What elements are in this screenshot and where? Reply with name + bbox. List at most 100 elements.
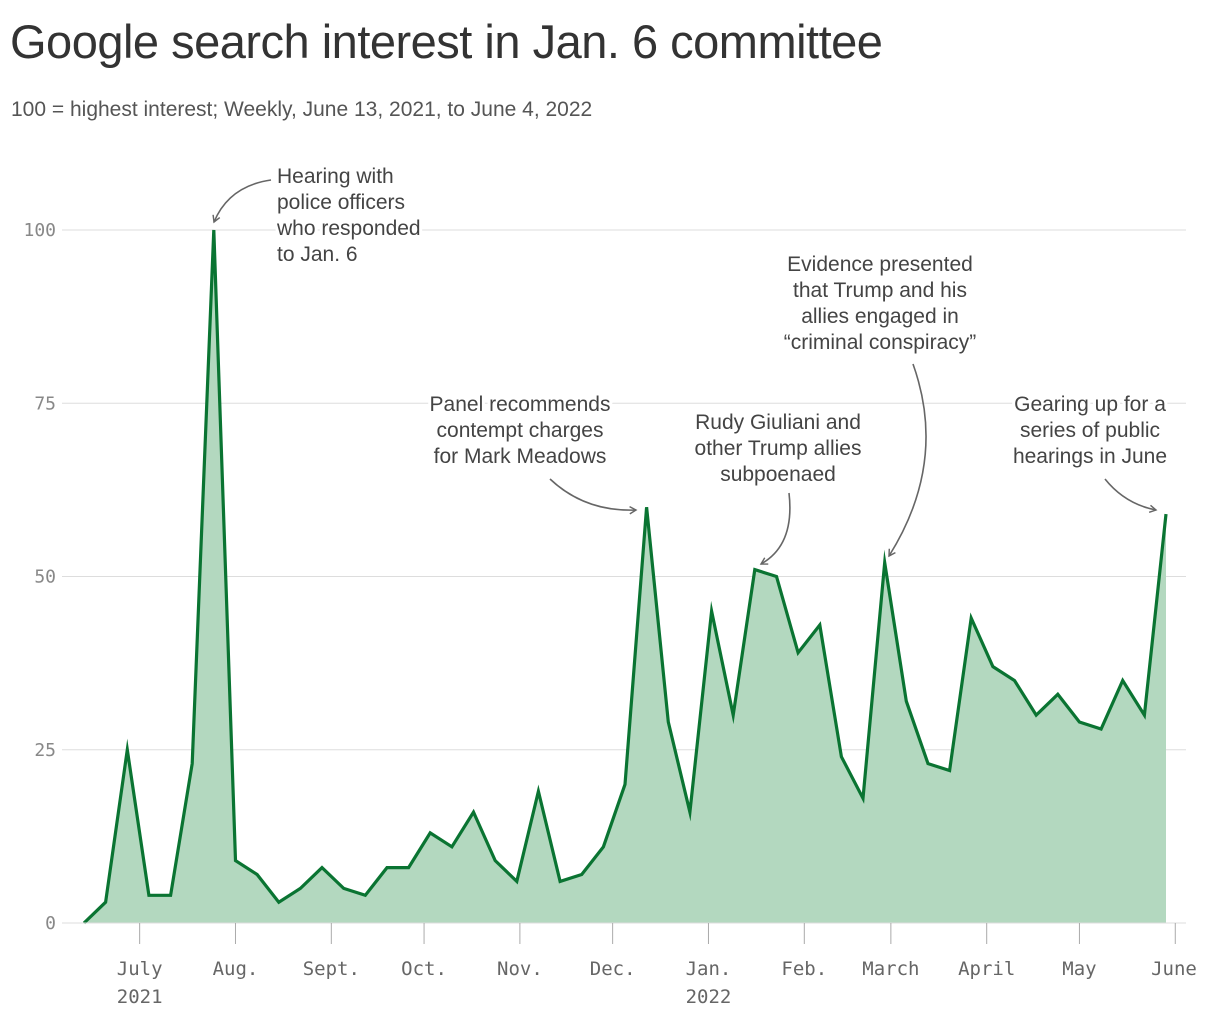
data-point-2021-09-26 xyxy=(406,865,412,871)
data-point-2022-02-20 xyxy=(860,795,866,801)
y-tick-label-50: 50 xyxy=(34,567,56,588)
x-tick-label-june: June xyxy=(1151,958,1197,980)
annotation-5-line-3: hearings in June xyxy=(1013,445,1167,468)
data-point-2022-04-24 xyxy=(1055,691,1061,697)
annotation-3-line-2: other Trump allies xyxy=(695,437,862,460)
data-point-2021-09-19 xyxy=(384,865,390,871)
annotation-2: Panel recommends contempt charges for Mark… xyxy=(427,390,638,515)
annotation-2-line-3: for Mark Meadows xyxy=(434,445,607,468)
annotation-2-halo-1: Panel recommends xyxy=(430,393,611,416)
data-point-2022-01-16 xyxy=(752,567,758,573)
data-point-2021-07-18 xyxy=(189,761,195,767)
annotation-3-line-3: subpoenaed xyxy=(720,463,836,486)
y-tick-label-75: 75 xyxy=(34,393,56,414)
annotations: Hearing with police officers who responded… xyxy=(212,162,1170,565)
data-point-2021-08-08 xyxy=(254,871,260,877)
annotation-1-arrow xyxy=(212,179,272,224)
annotation-4-line-1: Evidence presented xyxy=(787,253,973,276)
x-tick-label-oct: Oct. xyxy=(401,958,447,980)
annotation-5: Gearing up for a series of public hearings… xyxy=(1010,390,1170,514)
data-point-2022-01-09 xyxy=(730,712,736,718)
data-point-2022-03-06 xyxy=(903,698,909,704)
chart-title: Google search interest in Jan. 6 committ… xyxy=(10,15,883,68)
data-point-2021-06-20 xyxy=(103,899,109,905)
data-point-2022-04-10 xyxy=(1012,677,1018,683)
annotation-5-halo-1: Gearing up for a xyxy=(1014,393,1166,416)
series-fill xyxy=(84,230,1166,923)
data-point-2021-09-12 xyxy=(362,892,368,898)
data-point-2021-08-15 xyxy=(276,899,282,905)
annotation-2-halo-2: contempt charges xyxy=(437,419,604,442)
data-point-2021-07-04 xyxy=(146,892,152,898)
annotation-4-halo-1: Evidence presented xyxy=(787,253,973,276)
data-point-2022-01-30 xyxy=(795,650,801,656)
x-tick-label-march: March xyxy=(862,958,919,980)
x-tick-label-jan: Jan. xyxy=(686,958,732,980)
data-point-2021-11-07 xyxy=(535,788,541,794)
x-tick-label-april: April xyxy=(958,958,1015,980)
data-point-2021-08-22 xyxy=(297,885,303,891)
data-point-2021-07-25 xyxy=(211,227,217,233)
annotation-5-halo-2: series of public xyxy=(1020,419,1160,442)
data-point-2021-11-21 xyxy=(579,871,585,877)
data-point-2021-12-19 xyxy=(665,719,671,725)
data-point-2021-10-10 xyxy=(449,844,455,850)
annotation-3-halo-2: other Trump allies xyxy=(695,437,862,460)
annotation-5-line-2: series of public xyxy=(1020,419,1160,442)
data-point-2021-08-01 xyxy=(232,858,238,864)
x-tick-label-aug: Aug. xyxy=(213,958,259,980)
data-point-2021-11-14 xyxy=(557,878,563,884)
annotation-2-halo-3: for Mark Meadows xyxy=(434,445,607,468)
data-point-2021-10-03 xyxy=(427,830,433,836)
data-point-2022-05-22 xyxy=(1141,712,1147,718)
annotation-1-halo-1: Hearing with xyxy=(277,165,394,188)
data-point-2021-07-11 xyxy=(168,892,174,898)
data-point-2021-12-05 xyxy=(622,781,628,787)
data-point-2021-06-27 xyxy=(124,747,130,753)
annotation-1-line-4: to Jan. 6 xyxy=(277,243,358,266)
y-axis: 0 25 50 75 100 xyxy=(23,220,56,934)
series-area xyxy=(82,227,1168,925)
annotation-4-arrow xyxy=(888,363,927,558)
data-point-2022-02-06 xyxy=(817,622,823,628)
x-axis: July 2021 Aug. Sept. Oct. Nov. Dec. Jan. 2022 Feb… xyxy=(62,922,1197,1008)
chart-subtitle: 100 = highest interest; Weekly, June 13,… xyxy=(11,98,593,121)
annotation-3-line-1: Rudy Giuliani and xyxy=(695,411,861,434)
data-point-2022-04-03 xyxy=(990,664,996,670)
x-tick-label-july: July xyxy=(117,958,163,980)
data-point-2022-04-17 xyxy=(1033,712,1039,718)
annotation-1-halo-3: who responded xyxy=(276,217,421,240)
data-point-2022-05-01 xyxy=(1076,719,1082,725)
annotation-1-line-1: Hearing with xyxy=(277,165,394,188)
annotation-4-halo-2: that Trump and his xyxy=(793,279,967,302)
annotation-3-arrow xyxy=(759,492,791,565)
data-point-2021-12-26 xyxy=(687,809,693,815)
annotation-3-halo-3: subpoenaed xyxy=(720,463,836,486)
annotation-4-line-4: “criminal conspiracy” xyxy=(784,331,977,354)
annotation-4-halo-3: allies engaged in xyxy=(801,305,959,328)
annotation-5-line-1: Gearing up for a xyxy=(1014,393,1166,416)
annotation-1-line-2: police officers xyxy=(277,191,405,214)
data-point-2022-03-20 xyxy=(947,768,953,774)
data-point-2022-02-27 xyxy=(882,560,888,566)
annotation-4: Evidence presented that Trump and his alli… xyxy=(781,250,979,558)
x-tick-label-may: May xyxy=(1062,958,1096,980)
data-point-2022-02-13 xyxy=(838,754,844,760)
data-point-2022-01-02 xyxy=(709,608,715,614)
annotation-1: Hearing with police officers who responded… xyxy=(212,162,424,269)
x-tick-year-2021: 2021 xyxy=(117,986,163,1008)
data-point-2022-01-23 xyxy=(773,574,779,580)
data-point-2022-03-27 xyxy=(968,615,974,621)
annotation-2-line-1: Panel recommends xyxy=(430,393,611,416)
data-point-2022-05-08 xyxy=(1098,726,1104,732)
data-point-2021-08-29 xyxy=(319,865,325,871)
data-point-2021-10-31 xyxy=(514,878,520,884)
annotation-2-arrow xyxy=(549,478,638,515)
data-point-2022-05-15 xyxy=(1120,677,1126,683)
annotation-1-line-3: who responded xyxy=(276,217,421,240)
annotation-3: Rudy Giuliani and other Trump allies subpo… xyxy=(692,408,864,565)
x-tick-label-feb: Feb. xyxy=(781,958,827,980)
annotation-2-line-2: contempt charges xyxy=(437,419,604,442)
y-tick-label-100: 100 xyxy=(23,220,56,241)
